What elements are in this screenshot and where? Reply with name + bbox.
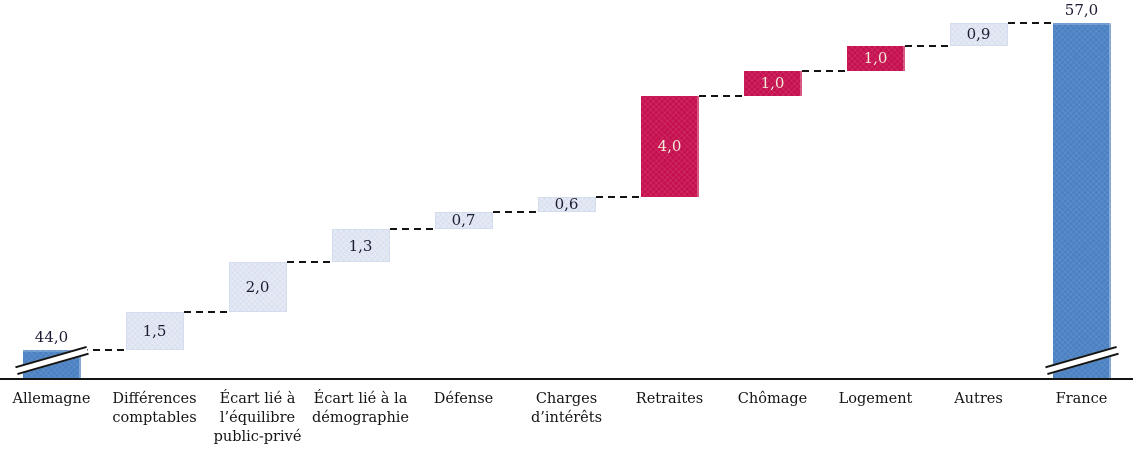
- x-axis-category-label: Écart lié à l’équilibre public-privé: [213, 391, 302, 445]
- step-connector-dashed-line: [801, 69, 847, 72]
- waterfall-bar: [640, 95, 699, 197]
- x-axis-line: [0, 378, 1133, 380]
- step-connector-dashed-line: [492, 210, 538, 213]
- x-axis-category-label: Logement: [838, 391, 913, 407]
- waterfall-bar: [228, 261, 287, 313]
- x-axis-category-label: Allemagne: [12, 391, 91, 407]
- x-axis-category-label: Différences comptables: [112, 391, 197, 426]
- bar-value-label: 1,3: [348, 236, 373, 255]
- x-axis-category-label: Écart lié à la démographie: [311, 391, 410, 426]
- waterfall-bar: [331, 229, 390, 262]
- waterfall-bar: [125, 312, 184, 350]
- waterfall-bar: [846, 45, 905, 71]
- bar-value-label: 1,0: [863, 49, 888, 68]
- bar-value-label: 4,0: [657, 137, 682, 156]
- x-axis-category-label: Autres: [954, 391, 1003, 407]
- waterfall-bar: [743, 70, 802, 96]
- bar-value-label: 57,0: [1064, 1, 1099, 19]
- x-axis-category-label: Défense: [433, 391, 494, 407]
- bar-value-label: 0,9: [966, 25, 991, 44]
- step-connector-dashed-line: [286, 260, 332, 263]
- step-connector-dashed-line: [1007, 22, 1053, 24]
- step-connector-dashed-line: [80, 349, 126, 351]
- step-connector-dashed-line: [183, 311, 229, 314]
- step-connector-dashed-line: [904, 44, 950, 47]
- x-axis-category-label: Charges d’intérêts: [530, 391, 603, 426]
- x-axis-category-label: Chômage: [737, 391, 808, 407]
- waterfall-bar: [1052, 23, 1111, 379]
- step-connector-dashed-line: [595, 195, 641, 198]
- step-connector-dashed-line: [389, 228, 435, 231]
- bar-value-label: 1,5: [142, 322, 167, 341]
- bar-value-label: 44,0: [34, 328, 69, 346]
- bar-value-label: 0,7: [451, 211, 476, 230]
- bar-value-label: 0,6: [554, 195, 579, 214]
- step-connector-dashed-line: [698, 94, 744, 97]
- waterfall-bar: [434, 211, 493, 230]
- x-axis-category-label: France: [1055, 391, 1108, 407]
- waterfall-bar: [537, 196, 596, 212]
- x-axis-category-label: Retraites: [635, 391, 704, 407]
- bar-value-label: 1,0: [760, 74, 785, 93]
- bar-value-label: 2,0: [245, 278, 270, 297]
- waterfall-bar: [949, 23, 1008, 46]
